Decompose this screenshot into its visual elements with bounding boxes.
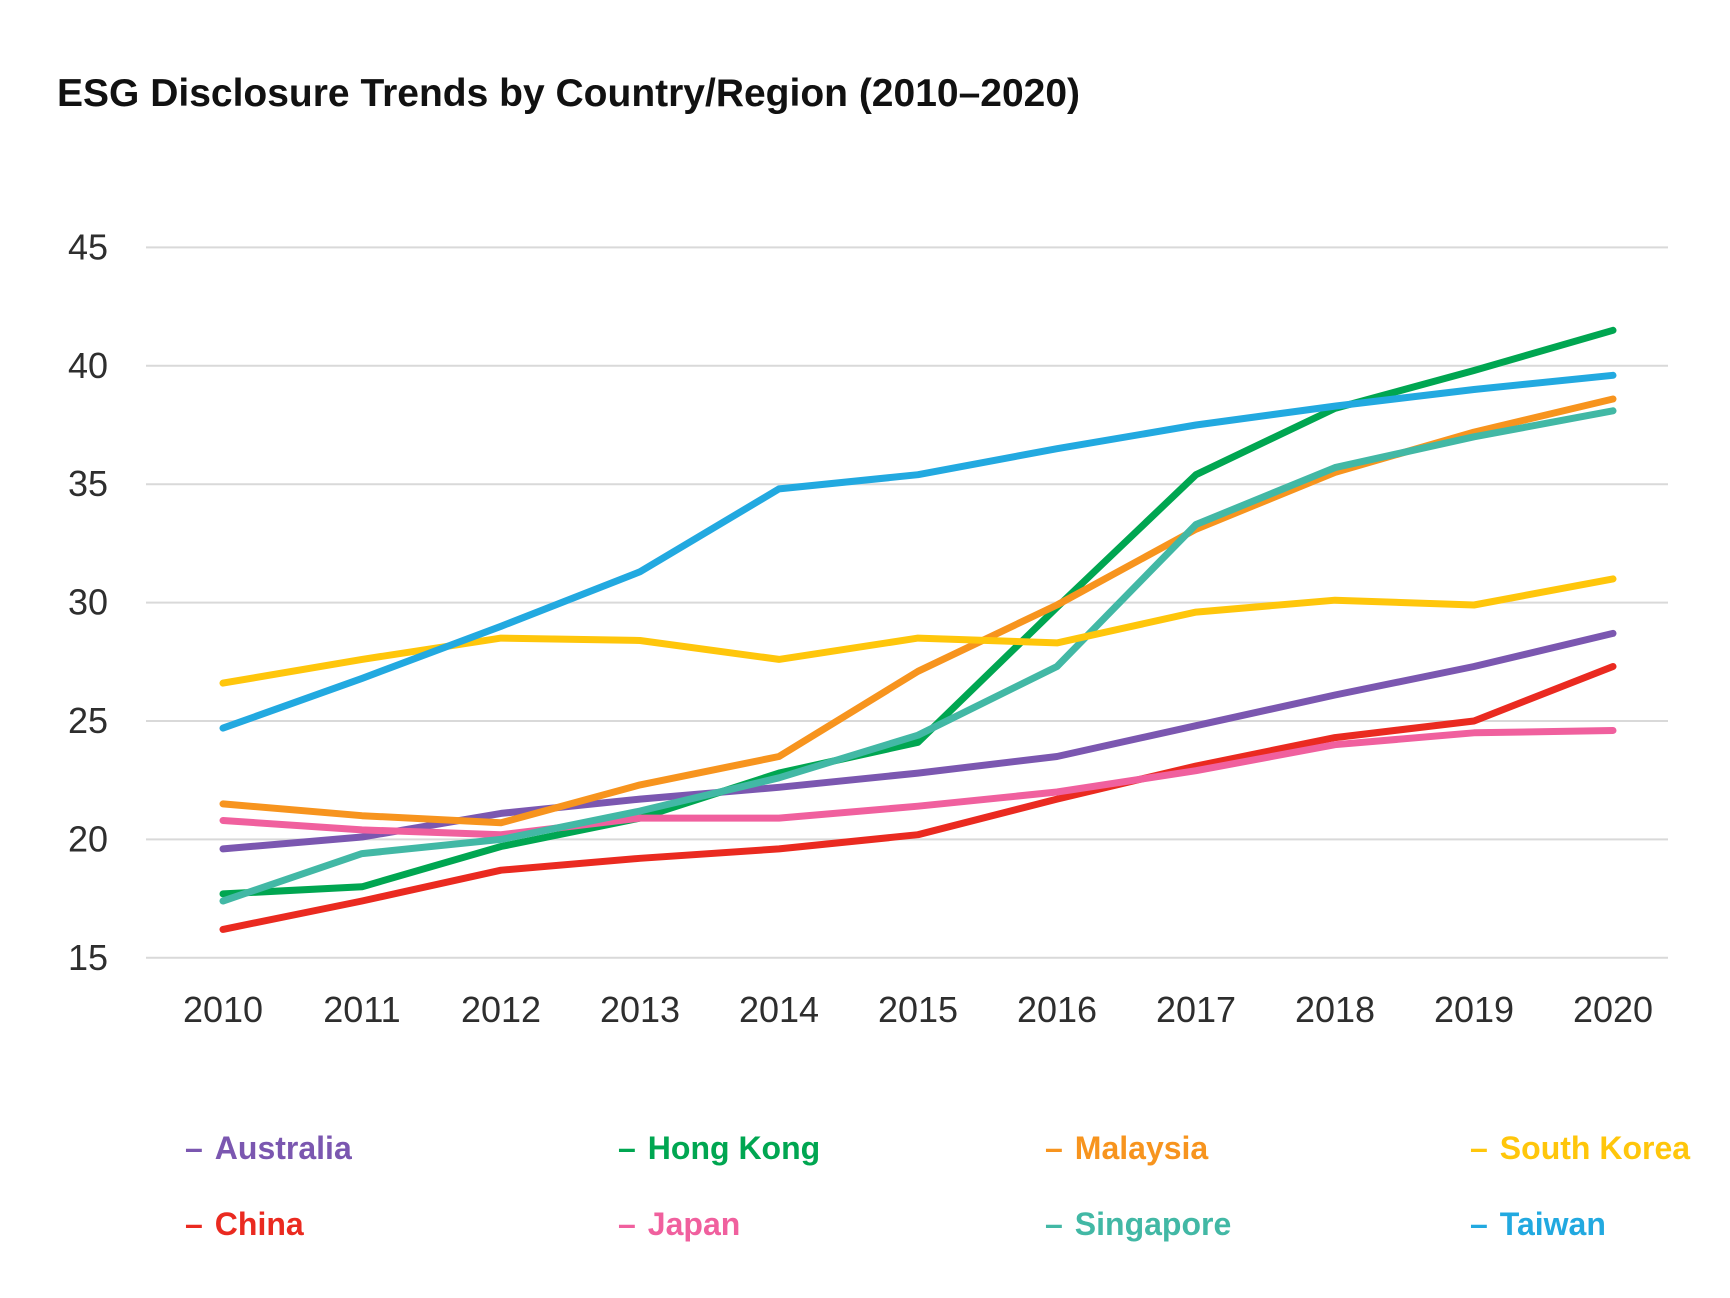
- x-tick-label: 2018: [1295, 989, 1375, 1030]
- legend-dash-icon: –: [185, 1130, 203, 1166]
- legend-dash-icon: –: [185, 1206, 203, 1242]
- legend-label: Malaysia: [1074, 1130, 1209, 1166]
- x-tick-label: 2014: [739, 989, 819, 1030]
- y-tick-label: 40: [68, 345, 108, 386]
- legend-item-australia: – Australia: [185, 1130, 352, 1167]
- legend-dash-icon: –: [618, 1130, 636, 1166]
- y-tick-label: 15: [68, 937, 108, 978]
- legend-dash-icon: –: [1470, 1206, 1488, 1242]
- legend-label: China: [214, 1206, 304, 1242]
- x-tick-label: 2012: [461, 989, 541, 1030]
- y-tick-label: 20: [68, 818, 108, 859]
- series-line-singapore: [219, 407, 1617, 905]
- legend-dash-icon: –: [1045, 1130, 1063, 1166]
- x-tick-label: 2010: [183, 989, 263, 1030]
- legend-dash-icon: –: [618, 1206, 636, 1242]
- series-line-taiwan: [219, 371, 1617, 732]
- x-tick-label: 2013: [600, 989, 680, 1030]
- x-tick-label: 2019: [1434, 989, 1514, 1030]
- series-line-china: [219, 663, 1617, 933]
- x-tick-label: 2015: [878, 989, 958, 1030]
- legend-label: Australia: [214, 1130, 352, 1166]
- legend-label: Hong Kong: [647, 1130, 821, 1166]
- legend-item-malaysia: – Malaysia: [1045, 1130, 1208, 1167]
- legend-item-japan: – Japan: [618, 1206, 740, 1243]
- legend-label: South Korea: [1499, 1130, 1691, 1166]
- legend-label: Singapore: [1074, 1206, 1232, 1242]
- series-line-hong-kong: [219, 326, 1617, 898]
- y-tick-label: 30: [68, 582, 108, 623]
- legend-dash-icon: –: [1045, 1206, 1063, 1242]
- chart-title: ESG Disclosure Trends by Country/Region …: [57, 72, 1081, 115]
- x-tick-label: 2016: [1017, 989, 1097, 1030]
- legend-dash-icon: –: [1470, 1130, 1488, 1166]
- y-tick-label: 45: [68, 226, 108, 267]
- series-line-malaysia: [219, 395, 1617, 827]
- x-tick-label: 2011: [323, 989, 400, 1030]
- legend-item-china: – China: [185, 1206, 304, 1243]
- legend-item-south-korea: – South Korea: [1470, 1130, 1690, 1167]
- legend-item-taiwan: – Taiwan: [1470, 1206, 1606, 1243]
- legend-item-hong-kong: – Hong Kong: [618, 1130, 820, 1167]
- x-tick-label: 2020: [1573, 989, 1653, 1030]
- x-tick-label: 2017: [1156, 989, 1236, 1030]
- series-line-japan: [219, 727, 1617, 839]
- legend-item-singapore: – Singapore: [1045, 1206, 1231, 1243]
- legend-label: Japan: [647, 1206, 741, 1242]
- y-tick-label: 25: [68, 700, 108, 741]
- y-tick-label: 35: [68, 463, 108, 504]
- legend-label: Taiwan: [1499, 1206, 1606, 1242]
